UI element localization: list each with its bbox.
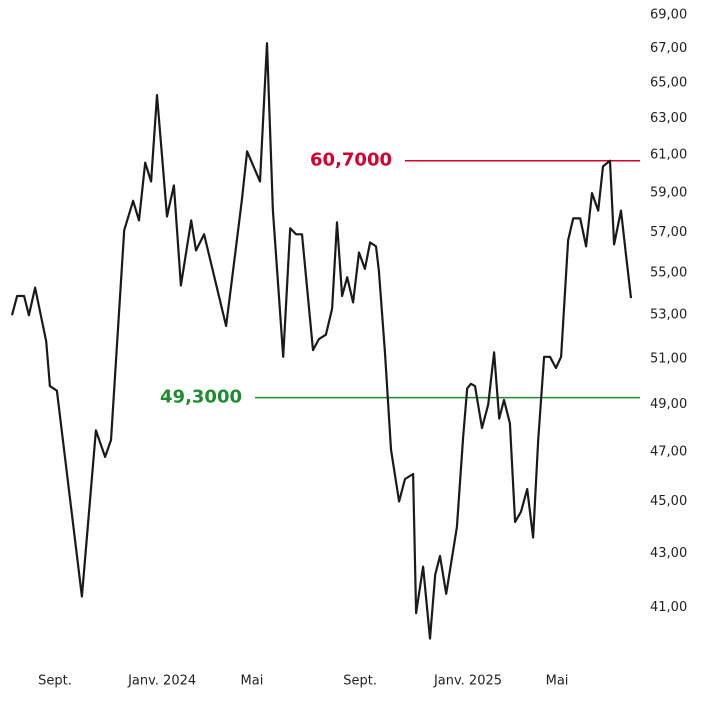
y-tick-label: 45,00 — [650, 494, 687, 509]
reference-label: 49,3000 — [160, 387, 242, 408]
y-tick-label: 61,00 — [650, 148, 687, 163]
y-tick-label: 53,00 — [650, 308, 687, 323]
y-tick-label: 55,00 — [650, 266, 687, 281]
y-tick-label: 57,00 — [650, 225, 687, 240]
y-tick-label: 49,00 — [650, 397, 687, 412]
y-tick-label: 69,00 — [650, 7, 687, 22]
x-tick-label: Sept. — [343, 674, 377, 689]
reference-label: 60,7000 — [310, 150, 392, 171]
y-tick-label: 63,00 — [650, 111, 687, 126]
x-tick-label: Sept. — [38, 674, 72, 689]
y-tick-label: 41,00 — [650, 600, 687, 615]
y-tick-label: 59,00 — [650, 186, 687, 201]
y-tick-label: 51,00 — [650, 352, 687, 367]
x-tick-label: Mai — [546, 674, 569, 689]
y-tick-label: 67,00 — [650, 41, 687, 56]
price-line — [10, 42, 633, 640]
x-tick-label: Janv. 2024 — [127, 674, 196, 689]
y-tick-label: 43,00 — [650, 546, 687, 561]
x-tick-label: Janv. 2025 — [433, 674, 502, 689]
y-tick-label: 65,00 — [650, 75, 687, 90]
x-tick-label: Mai — [241, 674, 264, 689]
y-tick-label: 47,00 — [650, 445, 687, 460]
